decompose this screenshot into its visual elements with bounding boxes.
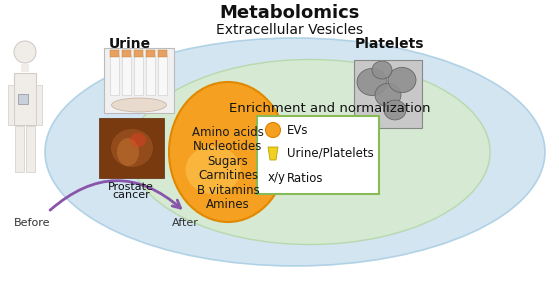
Ellipse shape: [111, 98, 167, 112]
Bar: [354, 60, 422, 128]
Ellipse shape: [357, 68, 387, 95]
Bar: [122, 50, 131, 57]
Bar: [158, 50, 167, 57]
Bar: [146, 55, 155, 95]
Ellipse shape: [388, 68, 416, 93]
Text: Amines: Amines: [206, 198, 250, 211]
Text: Enrichment and normalization: Enrichment and normalization: [229, 102, 431, 115]
Bar: [158, 55, 167, 95]
Ellipse shape: [130, 59, 490, 244]
Ellipse shape: [375, 83, 401, 107]
Bar: [36, 85, 42, 125]
Text: Urine/Platelets: Urine/Platelets: [287, 146, 374, 160]
Text: Sugars: Sugars: [207, 154, 248, 167]
Text: Prostate: Prostate: [108, 182, 154, 192]
Ellipse shape: [111, 129, 153, 167]
Text: Amino acids: Amino acids: [192, 125, 264, 139]
Text: Nucleotides: Nucleotides: [193, 140, 263, 153]
Bar: [354, 60, 422, 128]
Bar: [21, 64, 29, 72]
Bar: [122, 55, 131, 95]
Bar: [146, 50, 155, 57]
Ellipse shape: [130, 133, 146, 147]
Circle shape: [14, 41, 36, 63]
Bar: [26, 126, 35, 172]
Ellipse shape: [45, 38, 545, 266]
Bar: [18, 94, 28, 104]
Ellipse shape: [384, 100, 406, 120]
Text: After: After: [172, 218, 198, 228]
Text: Platelets: Platelets: [356, 37, 425, 51]
Bar: [14, 73, 36, 125]
Text: Metabolomics: Metabolomics: [220, 4, 360, 22]
Text: Before: Before: [14, 218, 50, 228]
Text: B vitamins: B vitamins: [197, 184, 259, 196]
Ellipse shape: [169, 82, 287, 222]
Text: x/y: x/y: [268, 172, 286, 184]
Text: Urine: Urine: [109, 37, 151, 51]
Text: Ratios: Ratios: [287, 172, 324, 184]
Bar: [99, 118, 164, 178]
Ellipse shape: [372, 61, 392, 79]
Bar: [134, 50, 143, 57]
Bar: [110, 50, 119, 57]
Bar: [8, 85, 14, 125]
Text: Extracellular Vesicles: Extracellular Vesicles: [216, 23, 363, 37]
Ellipse shape: [117, 138, 139, 166]
Bar: [134, 55, 143, 95]
Circle shape: [266, 122, 281, 137]
Text: cancer: cancer: [112, 190, 150, 200]
Bar: [15, 126, 24, 172]
Text: EVs: EVs: [287, 124, 309, 136]
FancyArrowPatch shape: [50, 181, 181, 210]
Bar: [104, 48, 174, 113]
Polygon shape: [268, 147, 278, 160]
FancyBboxPatch shape: [257, 116, 379, 194]
Text: Carnitines: Carnitines: [198, 169, 258, 182]
Bar: [110, 55, 119, 95]
Ellipse shape: [186, 146, 240, 194]
